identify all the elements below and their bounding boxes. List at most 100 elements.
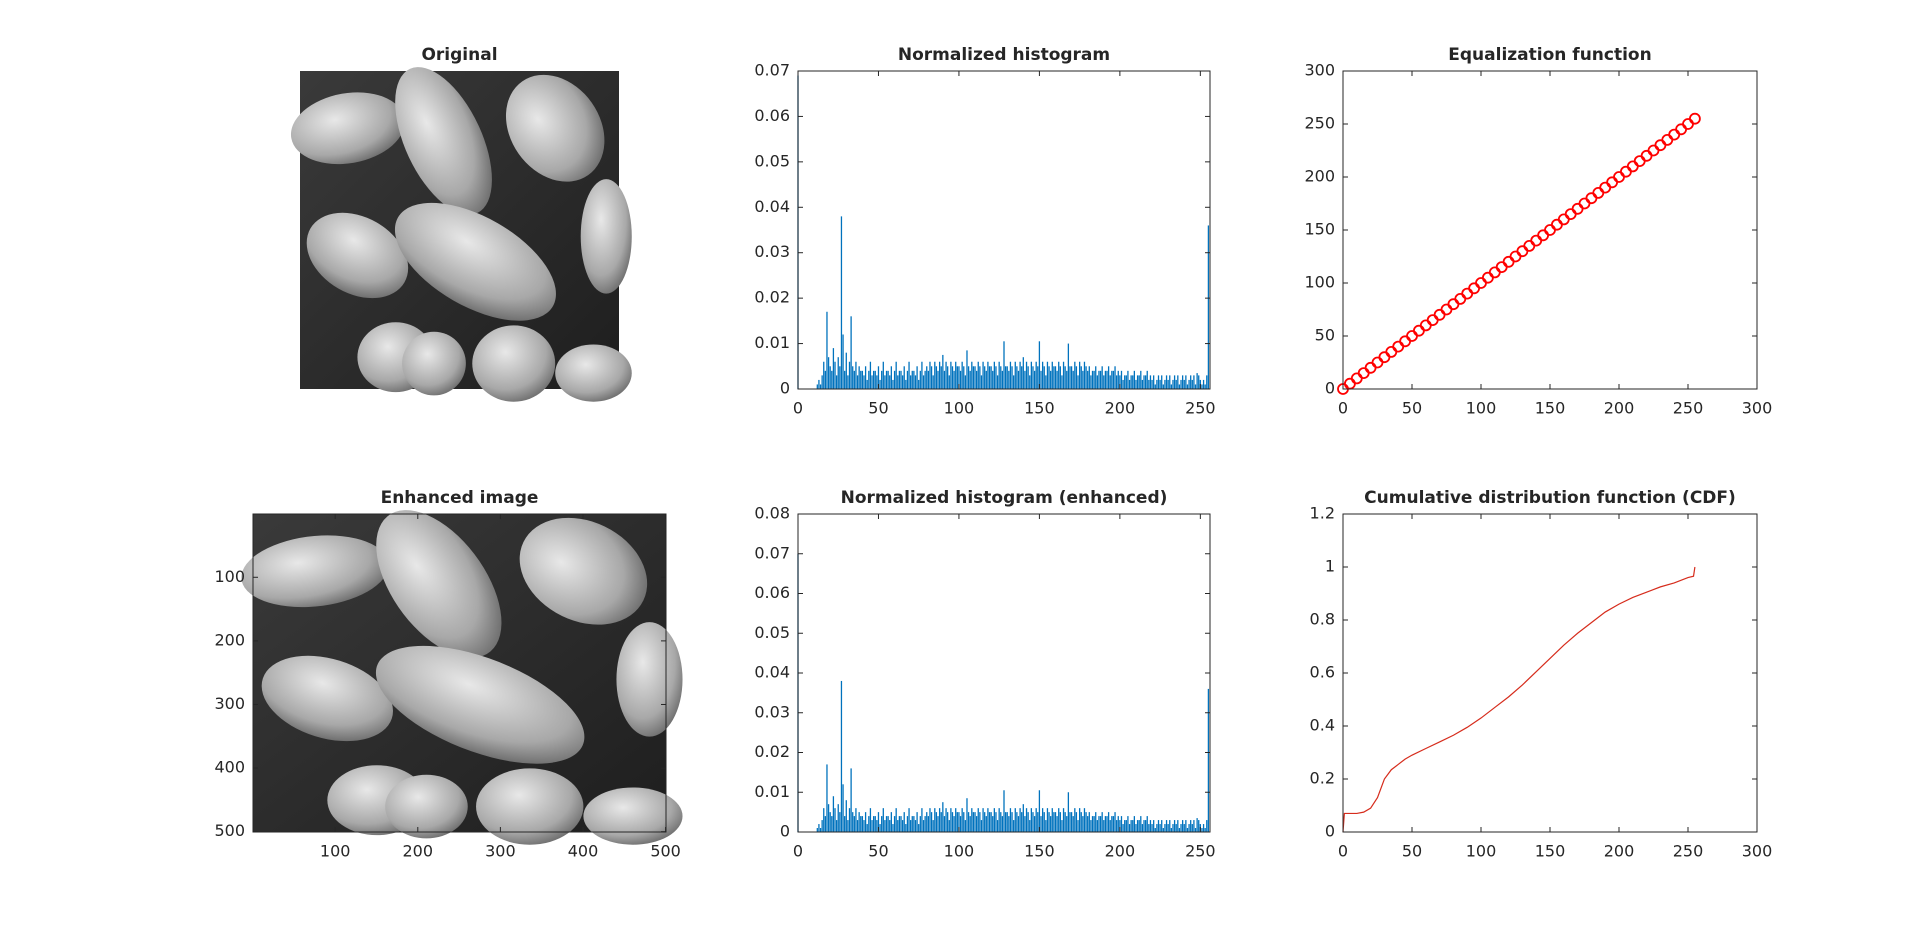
- bar: [1207, 688, 1210, 832]
- bar: [948, 375, 950, 389]
- bar: [1053, 366, 1055, 389]
- bar: [1125, 820, 1127, 832]
- bar: [1078, 808, 1081, 832]
- bar: [1032, 812, 1034, 832]
- bar: [819, 828, 822, 832]
- bar: [1149, 820, 1152, 832]
- subplot: Original: [285, 45, 632, 402]
- bar: [990, 366, 992, 389]
- bar: [1069, 812, 1071, 832]
- bar: [824, 816, 827, 832]
- bar: [1011, 366, 1013, 389]
- bar: [1173, 820, 1176, 832]
- bar: [837, 357, 839, 389]
- bar: [1183, 379, 1185, 389]
- bar: [887, 370, 889, 389]
- bar: [1164, 824, 1166, 832]
- bar: [1093, 370, 1095, 389]
- subplot: Normalized histogram 0 50 100 150 200 250 0 0.01…: [754, 45, 1215, 418]
- bar: [992, 816, 994, 832]
- subplot-title: Original: [421, 45, 497, 65]
- bar: [926, 366, 928, 389]
- bar: [1198, 375, 1200, 389]
- bar: [961, 361, 963, 389]
- bar: [1085, 812, 1087, 832]
- bar: [919, 370, 921, 389]
- bar: [995, 812, 997, 832]
- bar: [958, 812, 960, 832]
- bar: [975, 370, 978, 389]
- bar: [1022, 804, 1024, 832]
- bar: [869, 361, 872, 389]
- subplot-title: Normalized histogram (enhanced): [841, 488, 1168, 508]
- bar: [943, 816, 946, 832]
- bar: [898, 370, 901, 389]
- bar: [1124, 820, 1126, 832]
- bar: [829, 812, 831, 832]
- bar: [1156, 379, 1158, 389]
- bar: [1083, 808, 1086, 832]
- bar: [1165, 820, 1168, 832]
- bar: [1194, 384, 1197, 389]
- bar: [1080, 812, 1082, 832]
- y-tick-label: 0.01: [754, 333, 790, 352]
- bar: [1093, 816, 1095, 832]
- bar: [871, 375, 873, 389]
- y-tick-label: 0: [780, 822, 790, 841]
- bar: [1067, 792, 1070, 832]
- bar: [1054, 812, 1057, 832]
- bar: [1127, 816, 1129, 832]
- bar: [876, 820, 878, 832]
- bar: [927, 816, 930, 832]
- bar: [848, 808, 851, 832]
- bar: [969, 816, 971, 832]
- y-tick-label: 0.04: [754, 197, 790, 216]
- bar: [1106, 816, 1108, 832]
- bar: [1048, 366, 1050, 389]
- bar: [856, 375, 859, 389]
- bar: [1185, 820, 1187, 832]
- y-tick-label: 0.02: [754, 288, 790, 307]
- bar: [874, 816, 876, 832]
- bar: [863, 820, 865, 832]
- marker: [1689, 112, 1701, 125]
- bar: [855, 361, 857, 389]
- bar: [892, 379, 894, 389]
- bar: [1037, 812, 1039, 832]
- bar: [1206, 375, 1208, 389]
- bar: [966, 350, 968, 389]
- bar: [1024, 370, 1026, 389]
- bar: [864, 812, 867, 832]
- y-tick-label: 100: [1304, 273, 1335, 292]
- bar: [943, 370, 946, 389]
- bar: [908, 808, 910, 832]
- bar: [905, 824, 907, 832]
- bar: [858, 366, 860, 389]
- bar: [897, 820, 899, 832]
- bar: [1096, 375, 1098, 389]
- bar: [1004, 366, 1007, 389]
- x-tick-label: 100: [944, 399, 975, 418]
- bar: [1114, 366, 1116, 389]
- bar: [876, 375, 878, 389]
- bar: [972, 366, 975, 389]
- bar: [1207, 225, 1210, 389]
- bar: [901, 820, 904, 832]
- bar: [874, 370, 876, 389]
- bar: [850, 768, 852, 832]
- bar: [1041, 808, 1044, 832]
- bar: [1133, 816, 1136, 832]
- bar: [1014, 808, 1016, 832]
- bar: [1070, 366, 1073, 389]
- x-tick-label: 0: [793, 399, 803, 418]
- bar: [855, 808, 857, 832]
- bar: [1078, 361, 1081, 389]
- bar: [1088, 366, 1090, 389]
- bar: [1016, 366, 1018, 389]
- bar: [826, 311, 828, 389]
- bar: [1136, 820, 1139, 832]
- x-tick-label: 100: [320, 842, 351, 861]
- bar: [1004, 812, 1007, 832]
- bar: [1006, 366, 1008, 389]
- bar: [818, 379, 820, 389]
